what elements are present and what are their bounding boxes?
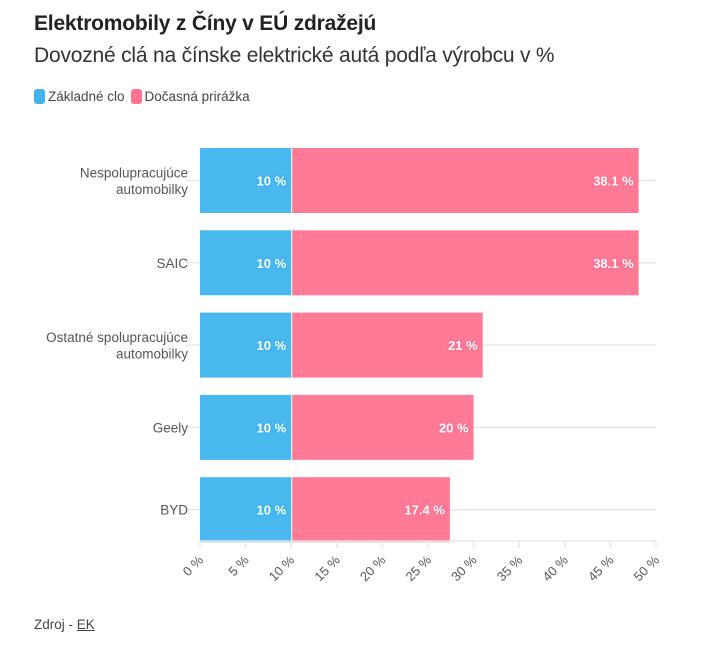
data-label-base-duty: 10 % [257, 174, 287, 189]
category-label-line: automobilky [116, 182, 188, 197]
legend-item-base-duty[interactable]: Základné clo [34, 89, 125, 104]
bar-base-duty [200, 394, 292, 460]
bar-surcharge [292, 312, 483, 378]
legend-swatch-surcharge [130, 89, 142, 104]
data-label-surcharge: 38.1 % [593, 174, 634, 189]
x-tick-label: 20 % [357, 552, 389, 584]
legend-label-surcharge: Dočasná prirážka [144, 89, 250, 104]
legend-swatch-base-duty [34, 89, 45, 104]
category-label: Nespolupracujúce automobilky [80, 165, 188, 197]
x-tick-label: 0 % [180, 552, 207, 579]
data-label-surcharge: 20 % [439, 420, 469, 435]
category-label-line: Nespolupracujúce [80, 165, 188, 180]
data-label-surcharge: 38.1 % [593, 256, 634, 271]
bar-base-duty [200, 477, 292, 543]
source-note: Zdroj - EK [34, 617, 95, 632]
bar-base-duty [200, 148, 292, 213]
data-label-base-duty: 10 % [257, 503, 287, 518]
category-label-line: BYD [160, 503, 188, 518]
bar-surcharge [292, 477, 450, 543]
x-tick-label: 10 % [266, 552, 298, 584]
category-label: BYD [160, 503, 188, 518]
category-label-line: Geely [153, 420, 189, 435]
x-tick-label: 40 % [539, 552, 571, 584]
data-label-base-duty: 10 % [257, 420, 287, 435]
category-label: Geely [153, 420, 189, 435]
x-tick-label: 30 % [448, 552, 480, 584]
x-tick-label: 25 % [403, 552, 435, 584]
bar-surcharge [292, 230, 639, 296]
source-link[interactable]: EK [76, 617, 95, 632]
x-tick-label: 50 % [631, 552, 663, 584]
x-tick-label: 45 % [585, 552, 617, 584]
data-label-base-duty: 10 % [257, 256, 287, 271]
source-prefix: Zdroj - [34, 617, 77, 632]
bar-base-duty [200, 230, 292, 296]
legend-item-surcharge[interactable]: Dočasná prirážka [130, 89, 250, 104]
data-label-surcharge: 17.4 % [404, 503, 445, 518]
bar-surcharge [292, 148, 639, 213]
bar-surcharge [292, 394, 474, 460]
bar-chart: Nespolupracujúce automobilky SAIC Ostatné s… [46, 148, 663, 584]
x-tick-label: 35 % [494, 552, 526, 584]
legend: Základné clo Dočasná prirážka [34, 89, 256, 104]
bar-base-duty [200, 312, 292, 378]
chart-subtitle: Dovozné clá na čínske elektrické autá po… [34, 44, 555, 67]
category-label: SAIC [156, 256, 188, 271]
data-label-surcharge: 21 % [448, 338, 478, 353]
x-tick-label: 15 % [311, 552, 343, 584]
category-label-line: Ostatné spolupracujúce [46, 330, 188, 345]
category-label-line: automobilky [116, 346, 188, 361]
category-label-line: SAIC [156, 256, 188, 271]
category-label: Ostatné spolupracujúce automobilky [46, 330, 188, 362]
chart-title: Elektromobily z Číny v EÚ zdražejú [34, 12, 377, 35]
x-tick-label: 5 % [225, 552, 252, 579]
legend-label-base-duty: Základné clo [48, 89, 125, 104]
data-label-base-duty: 10 % [257, 338, 287, 353]
